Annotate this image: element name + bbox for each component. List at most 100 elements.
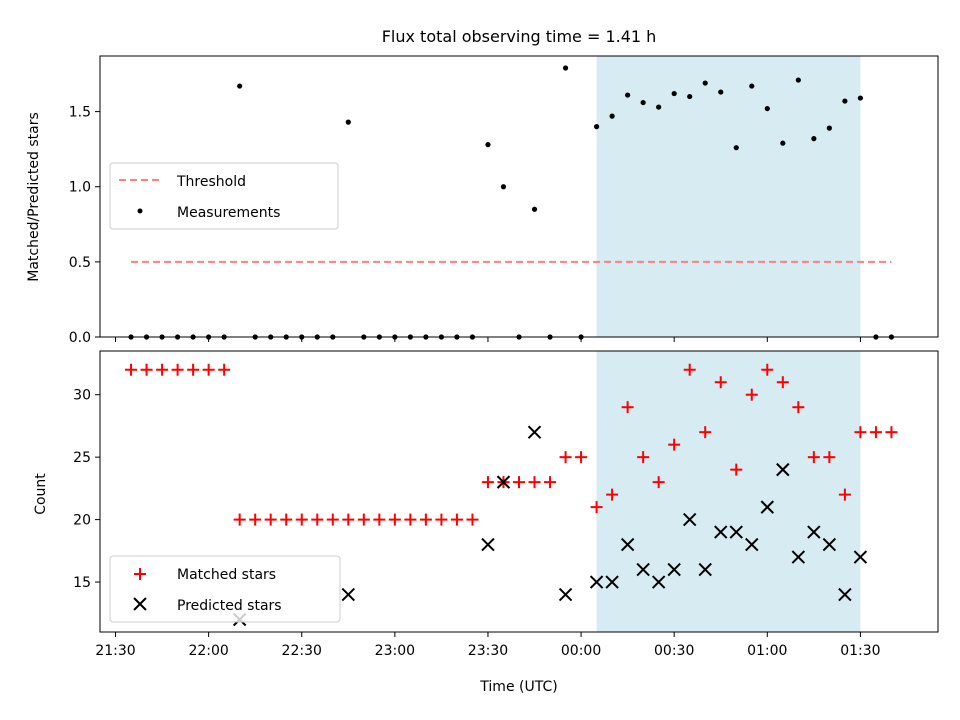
measurement-point bbox=[842, 98, 848, 104]
top-legend: Threshold Measurements bbox=[109, 162, 339, 230]
bot-ytick-label: 30 bbox=[73, 388, 91, 404]
bottom-xtick-label: 22:00 bbox=[188, 643, 228, 659]
bot-ytick-label: 25 bbox=[73, 450, 91, 466]
predicted-star-point bbox=[527, 425, 542, 439]
bottom-ylabel: Count bbox=[33, 473, 49, 515]
measurement-point bbox=[237, 83, 243, 89]
matched-star-point bbox=[187, 363, 200, 376]
measurement-point bbox=[656, 104, 662, 110]
matched-star-point bbox=[373, 513, 386, 526]
predicted-star-point bbox=[651, 575, 666, 589]
measurement-point bbox=[749, 83, 755, 89]
matched-star-point bbox=[466, 513, 479, 526]
matched-star-point bbox=[295, 513, 308, 526]
matched-star-point bbox=[590, 501, 603, 514]
top-panel: 0.0 0.5 1.0 1.5 Matched/Predicted stars Thr… bbox=[26, 55, 939, 346]
matched-star-point bbox=[156, 363, 169, 376]
bottom-legend-box bbox=[109, 555, 341, 623]
legend-threshold-label: Threshold bbox=[176, 174, 246, 190]
matched-star-point bbox=[575, 451, 588, 464]
top-ytick-label: 0.5 bbox=[69, 255, 91, 271]
predicted-star-point bbox=[838, 587, 852, 602]
bot-ytick-label: 15 bbox=[73, 575, 91, 591]
matched-star-point bbox=[807, 451, 820, 464]
matched-star-point bbox=[699, 426, 712, 439]
bot-ytick-label: 20 bbox=[73, 513, 91, 529]
matched-star-point bbox=[202, 363, 215, 376]
matched-star-point bbox=[528, 476, 541, 489]
matched-star-point bbox=[388, 513, 401, 526]
measurement-point bbox=[702, 80, 708, 86]
matched-star-point bbox=[544, 476, 557, 489]
bottom-xtick-label: 00:00 bbox=[561, 643, 601, 659]
predicted-star-point bbox=[620, 537, 635, 552]
predicted-star-point bbox=[558, 587, 573, 602]
bottom-span-layer bbox=[596, 351, 861, 632]
measurement-point bbox=[780, 140, 786, 146]
predicted-star-point bbox=[682, 512, 697, 527]
predicted-star-point bbox=[729, 525, 743, 539]
matched-star-point bbox=[218, 363, 231, 376]
bottom-legend: Matched stars Predicted stars bbox=[109, 555, 341, 623]
predicted-star-point bbox=[589, 575, 604, 589]
matched-star-point bbox=[776, 376, 789, 389]
bottom-xtick-label: 00:30 bbox=[654, 643, 694, 659]
matched-star-point bbox=[404, 513, 417, 526]
bottom-series-layer bbox=[125, 363, 898, 627]
matched-star-point bbox=[652, 476, 665, 489]
measurement-point bbox=[687, 93, 693, 100]
bot-highlight-span bbox=[596, 351, 861, 632]
matched-star-point bbox=[621, 401, 634, 414]
top-axes-frame bbox=[99, 55, 939, 338]
predicted-star-point bbox=[853, 550, 868, 564]
matched-star-point bbox=[171, 363, 184, 376]
predicted-star-point bbox=[714, 525, 728, 539]
predicted-star-point bbox=[605, 575, 619, 589]
measurement-point bbox=[609, 113, 615, 119]
predicted-star-point bbox=[496, 475, 511, 489]
matched-star-point bbox=[249, 513, 262, 526]
top-title: Flux total observing time = 1.41 h bbox=[382, 27, 657, 46]
matched-star-point bbox=[730, 463, 743, 476]
matched-star-point bbox=[637, 451, 650, 464]
predicted-star-point bbox=[636, 562, 650, 577]
matched-star-point bbox=[264, 513, 277, 526]
predicted-star-point bbox=[791, 550, 806, 564]
measurement-point bbox=[795, 77, 801, 83]
top-yticks: 0.0 0.5 1.0 1.5 bbox=[69, 105, 100, 346]
measurement-point bbox=[811, 136, 817, 142]
matched-star-point bbox=[513, 476, 525, 489]
predicted-star-point bbox=[667, 562, 681, 577]
top-ytick-label: 1.0 bbox=[69, 180, 91, 196]
predicted-star-point bbox=[776, 462, 790, 477]
measurement-point bbox=[500, 184, 507, 190]
matched-star-point bbox=[342, 513, 355, 526]
matched-star-point bbox=[419, 513, 432, 526]
matched-star-point bbox=[606, 488, 619, 501]
legend-predicted-label: Predicted stars bbox=[177, 598, 282, 614]
legend-matched-marker bbox=[134, 568, 146, 580]
bottom-xtick-label: 01:00 bbox=[747, 643, 787, 659]
predicted-star-point bbox=[698, 562, 712, 577]
matched-star-point bbox=[869, 426, 882, 439]
bottom-xtick-label: 22:30 bbox=[282, 643, 322, 659]
top-highlight-span bbox=[596, 56, 861, 337]
top-ytick-label: 1.5 bbox=[69, 105, 91, 121]
matched-star-point bbox=[838, 488, 851, 501]
bottom-yticks: 15 20 25 30 bbox=[73, 388, 100, 591]
measurement-point bbox=[485, 142, 491, 148]
top-xticks bbox=[115, 337, 861, 342]
legend-measurements-marker bbox=[137, 208, 143, 214]
matched-star-point bbox=[140, 363, 153, 376]
bottom-axes-frame bbox=[99, 350, 939, 633]
measurement-point bbox=[640, 99, 646, 106]
bottom-xtick-label: 21:30 bbox=[95, 643, 135, 659]
matched-star-point bbox=[761, 363, 774, 376]
matched-star-point bbox=[233, 513, 246, 526]
measurement-point bbox=[562, 65, 569, 71]
top-ylabel: Matched/Predicted stars bbox=[26, 112, 42, 282]
measurement-point bbox=[764, 105, 770, 112]
measurement-point bbox=[593, 124, 600, 130]
legend-predicted-marker bbox=[133, 597, 147, 611]
